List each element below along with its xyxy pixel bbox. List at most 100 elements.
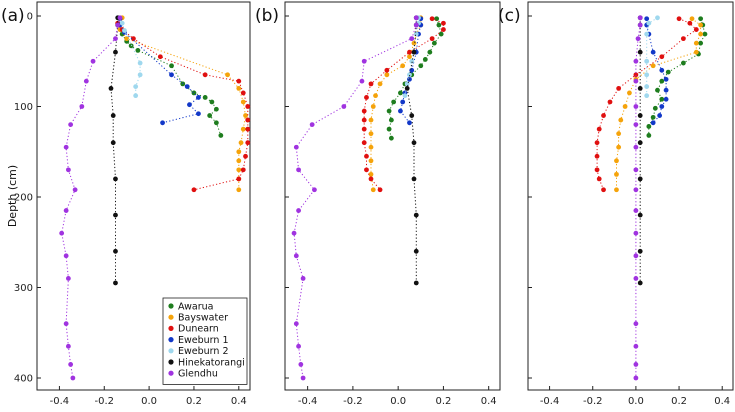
series-line-eweburn-1 xyxy=(119,18,200,124)
point-eweburn-2 xyxy=(413,31,419,37)
point-eweburn-2 xyxy=(644,31,650,37)
panel-frame xyxy=(284,1,501,391)
point-bayswater xyxy=(236,149,242,155)
point-awarua xyxy=(659,96,665,102)
point-bayswater xyxy=(368,158,374,164)
legend-marker xyxy=(168,337,174,343)
series-line-awarua xyxy=(648,18,706,136)
series-line-dunearn xyxy=(363,18,444,191)
point-dunearn xyxy=(364,95,369,100)
point-glendhu xyxy=(83,78,89,84)
point-hinekatorangi xyxy=(637,140,643,146)
point-awarua xyxy=(422,57,428,62)
x-tick-label: 0.0 xyxy=(628,396,644,407)
point-dunearn xyxy=(633,72,639,78)
point-bayswater xyxy=(614,171,619,177)
point-glendhu xyxy=(309,122,315,127)
legend-label: Hinekatorangi xyxy=(178,357,245,368)
legend-label: Eweburn 1 xyxy=(178,335,229,346)
legend-label: Awarua xyxy=(178,301,213,312)
point-eweburn-2 xyxy=(644,84,650,89)
point-glendhu xyxy=(633,276,639,281)
point-dunearn xyxy=(616,86,622,91)
point-awarua xyxy=(207,113,213,118)
legend-marker xyxy=(168,314,174,320)
series-line-eweburn-1 xyxy=(646,18,667,124)
point-eweburn-1 xyxy=(657,113,663,118)
point-glendhu xyxy=(637,15,643,21)
point-eweburn-2 xyxy=(644,93,650,99)
point-dunearn xyxy=(240,167,246,173)
point-bayswater xyxy=(400,63,406,69)
point-glendhu xyxy=(635,36,641,42)
point-eweburn-1 xyxy=(407,120,412,126)
point-eweburn-1 xyxy=(187,102,192,108)
point-glendhu xyxy=(59,230,65,236)
point-bayswater xyxy=(236,187,242,193)
point-eweburn-2 xyxy=(655,15,660,21)
legend-label: Bayswater xyxy=(178,313,228,324)
point-awarua xyxy=(702,31,708,37)
point-glendhu xyxy=(633,144,639,150)
point-awarua xyxy=(398,90,403,96)
point-hinekatorangi xyxy=(413,248,419,254)
y-axis-label: Depth (cm) xyxy=(6,165,19,227)
series-line-eweburn-1 xyxy=(399,18,422,124)
x-tick-label: 0.4 xyxy=(481,396,497,407)
point-dunearn xyxy=(245,140,251,146)
point-eweburn-1 xyxy=(407,76,412,82)
x-tick-label: -0.4 xyxy=(298,396,318,407)
point-eweburn-1 xyxy=(160,120,165,126)
panel-label: (b) xyxy=(255,6,279,26)
point-glendhu xyxy=(413,22,419,28)
point-eweburn-1 xyxy=(663,87,669,93)
point-awarua xyxy=(128,43,134,49)
point-glendhu xyxy=(113,36,118,42)
point-eweburn-1 xyxy=(659,104,665,109)
series-line-hinekatorangi xyxy=(406,17,417,283)
point-hinekatorangi xyxy=(113,212,118,218)
point-bayswater xyxy=(370,187,376,193)
x-tick-label: -0.2 xyxy=(583,396,603,407)
point-eweburn-2 xyxy=(119,20,125,26)
legend-marker xyxy=(168,370,174,376)
point-glendhu xyxy=(117,15,123,21)
x-tick-label: 0.4 xyxy=(714,396,730,407)
point-hinekatorangi xyxy=(637,176,643,182)
point-glendhu xyxy=(633,58,639,64)
point-awarua xyxy=(436,22,442,28)
point-eweburn-1 xyxy=(196,111,201,117)
point-eweburn-1 xyxy=(663,76,669,82)
point-eweburn-2 xyxy=(133,93,139,99)
point-glendhu xyxy=(296,343,301,349)
point-eweburn-2 xyxy=(644,58,650,64)
point-dunearn xyxy=(594,140,600,146)
point-glendhu xyxy=(409,36,415,42)
point-bayswater xyxy=(627,90,632,96)
series-line-dunearn xyxy=(117,18,249,191)
point-glendhu xyxy=(633,104,639,109)
point-bayswater xyxy=(614,187,619,193)
point-dunearn xyxy=(693,27,699,32)
point-eweburn-2 xyxy=(409,58,415,64)
point-dunearn xyxy=(687,20,693,26)
point-hinekatorangi xyxy=(637,113,643,118)
point-dunearn xyxy=(368,81,374,87)
point-glendhu xyxy=(637,22,643,28)
point-eweburn-1 xyxy=(650,120,656,126)
x-tick-label: 0.0 xyxy=(141,396,157,407)
x-tick-label: 0.2 xyxy=(671,396,687,407)
point-awarua xyxy=(388,117,394,123)
point-glendhu xyxy=(293,144,299,150)
point-awarua xyxy=(386,126,392,132)
point-awarua xyxy=(646,124,652,129)
point-glendhu xyxy=(633,122,639,127)
y-tick-label: 0 xyxy=(27,12,33,23)
point-glendhu xyxy=(633,78,639,84)
point-eweburn-1 xyxy=(398,108,403,114)
point-bayswater xyxy=(236,158,242,164)
point-glendhu xyxy=(298,362,304,367)
point-glendhu xyxy=(633,375,639,381)
point-dunearn xyxy=(240,90,246,96)
point-eweburn-2 xyxy=(644,72,650,78)
